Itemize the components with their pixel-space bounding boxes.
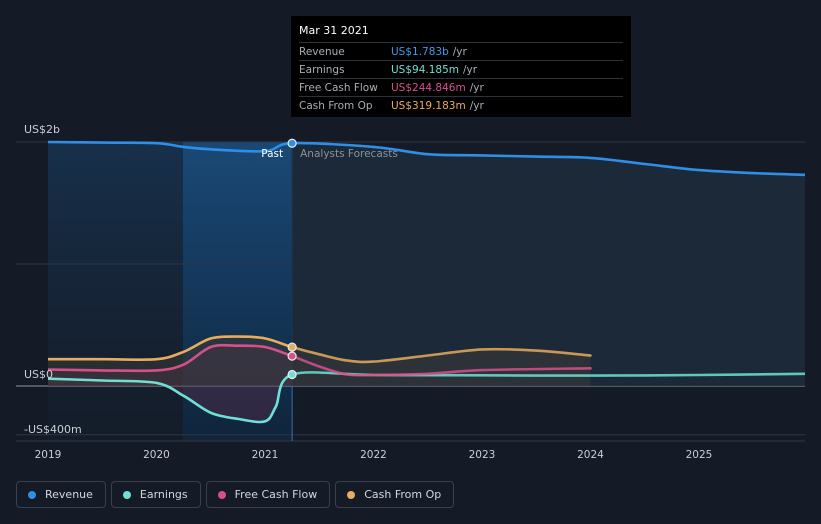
cash-from-op-dot-icon [347,490,356,499]
tooltip-date: Mar 31 2021 [299,24,369,37]
forecast-label: Analysts Forecasts [300,148,398,160]
tooltip-unit: /yr [463,63,478,76]
earnings-line-forecast [291,371,805,377]
tooltip-value: US$319.183m [391,99,466,112]
revenue-line-forecast [291,141,805,177]
revenue-dot-icon [28,490,36,499]
revenue-marker [287,138,297,148]
free-cash-flow-line-past [48,343,292,373]
legend-label: Earnings [139,488,188,501]
legend-item-free-cash-flow[interactable]: Free Cash Flow [205,481,331,508]
tooltip-label: Free Cash Flow [299,81,378,94]
cash-from-op-line-past [48,335,292,361]
tooltip-unit: /yr [469,99,484,112]
x-tick-label: 2025 [686,449,713,461]
earnings-area [48,374,292,423]
x-tick-label: 2020 [143,449,170,461]
free-cash-flow-marker [287,351,297,361]
legend-label: Revenue [45,488,93,501]
legend-label: Free Cash Flow [234,488,318,501]
cash-from-op-area [48,336,591,386]
past-label: Past [261,148,283,160]
tooltip-unit: /yr [452,45,467,58]
earnings-marker [287,369,297,380]
legend-label: Cash From Op [364,488,442,501]
x-tick-label: 2024 [577,449,604,461]
free-cash-flow-dot-icon [217,490,226,499]
y-tick-label: -US$400m [24,423,82,436]
legend-item-revenue[interactable]: Revenue [16,481,106,508]
chart-legend: Revenue Earnings Free Cash Flow Cash Fro… [16,481,459,508]
tooltip-row-free-cash-flow: Free Cash Flow US$244.846m /yr [299,78,623,96]
tooltip-row-revenue: Revenue US$1.783b /yr [299,42,623,60]
past-highlight-region [183,142,293,441]
tooltip-row-cash-from-op: Cash From Op US$319.183m /yr [299,96,623,114]
revenue-area [291,143,805,386]
tooltip-label: Cash From Op [299,99,373,112]
earnings-line-past [48,373,292,424]
x-tick-label: 2021 [252,449,279,461]
x-tick-label: 2022 [360,449,387,461]
y-tick-label: US$0 [24,368,53,381]
revenue-line-past [48,140,292,153]
cash-from-op-marker [287,342,297,352]
free-cash-flow-line-forecast [291,354,592,377]
tooltip-row-earnings: Earnings US$94.185m /yr [299,60,623,78]
tooltip-label: Earnings [299,63,345,76]
y-tick-label: US$2b [24,123,60,136]
earnings-dot-icon [122,490,131,499]
tooltip-unit: /yr [469,81,484,94]
tooltip-label: Revenue [299,45,345,58]
tooltip-value: US$94.185m [391,63,459,76]
legend-item-cash-from-op[interactable]: Cash From Op [335,481,455,508]
chart-tooltip: Mar 31 2021 Revenue US$1.783b /yr Earnin… [291,16,631,117]
tooltip-value: US$244.846m [391,81,466,94]
x-tick-label: 2023 [469,449,496,461]
x-tick-label: 2019 [35,449,62,461]
legend-item-earnings[interactable]: Earnings [110,481,201,508]
tooltip-value: US$1.783b [391,45,449,58]
